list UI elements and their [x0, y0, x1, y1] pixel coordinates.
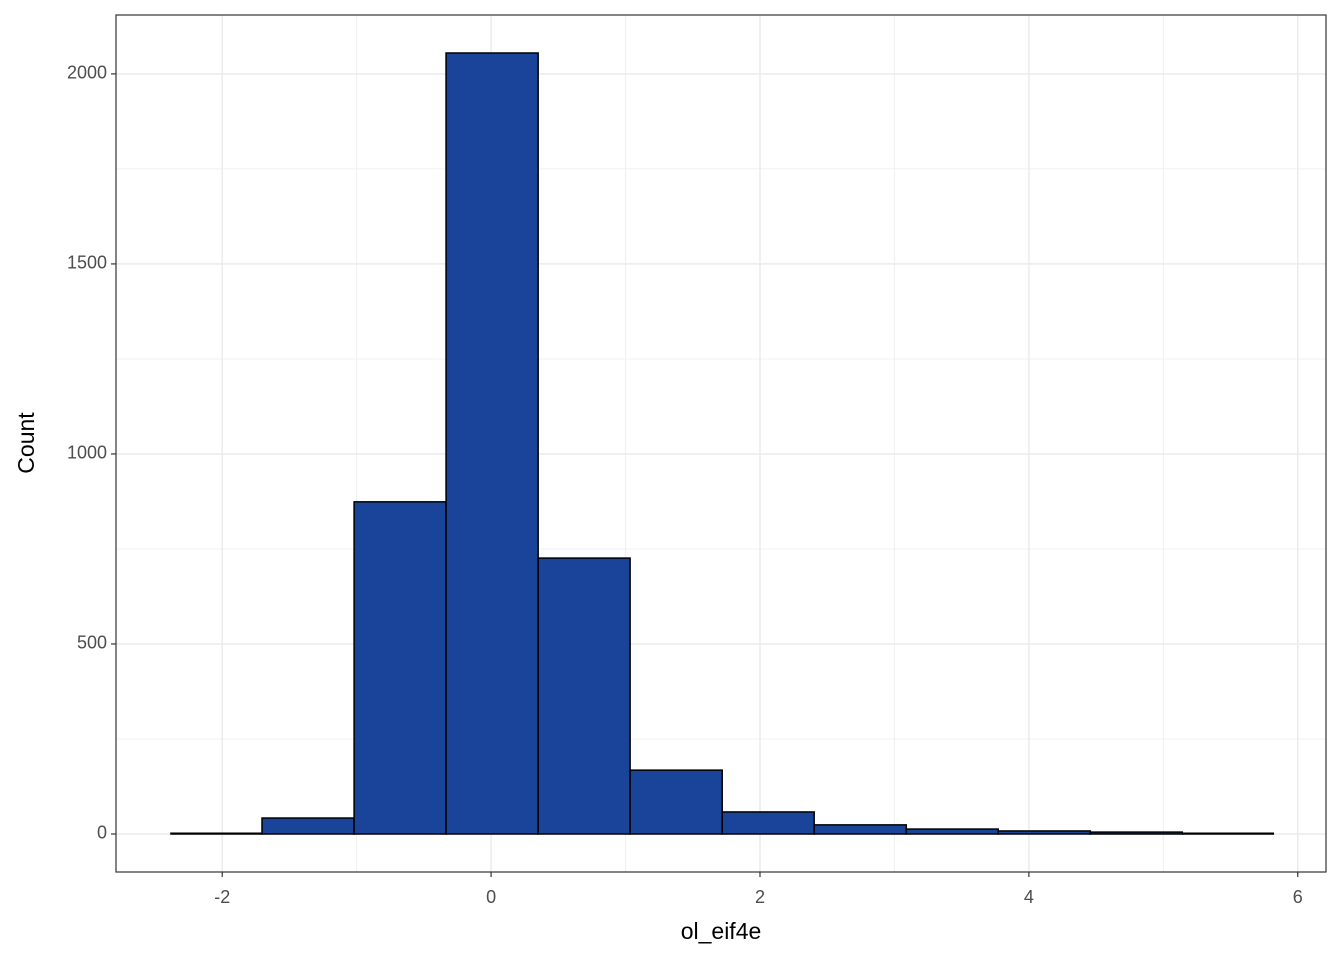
bar	[1089, 831, 1184, 835]
y-axis-title: Count	[13, 412, 39, 474]
bar	[1181, 832, 1275, 835]
bar	[537, 557, 631, 835]
bar	[261, 817, 355, 835]
plot-background	[116, 15, 1326, 872]
x-tick-label: 0	[486, 887, 496, 907]
y-tick-label: 500	[77, 633, 107, 653]
bar	[997, 830, 1092, 835]
bar	[353, 501, 447, 835]
bar	[905, 828, 999, 835]
bar	[813, 824, 908, 835]
y-tick-label: 1000	[67, 443, 107, 463]
y-tick-label: 0	[97, 823, 107, 843]
bar	[721, 811, 815, 835]
x-tick-label: 4	[1024, 887, 1034, 907]
bar	[445, 52, 539, 835]
y-tick-label: 1500	[67, 253, 107, 273]
x-tick-label: 6	[1293, 887, 1303, 907]
bar	[629, 769, 723, 835]
x-axis-title: ol_eif4e	[681, 918, 762, 944]
y-tick-label: 2000	[67, 63, 107, 83]
x-tick-label: -2	[214, 887, 230, 907]
x-tick-label: 2	[755, 887, 765, 907]
bar	[170, 832, 263, 835]
plot-border	[115, 14, 1327, 873]
